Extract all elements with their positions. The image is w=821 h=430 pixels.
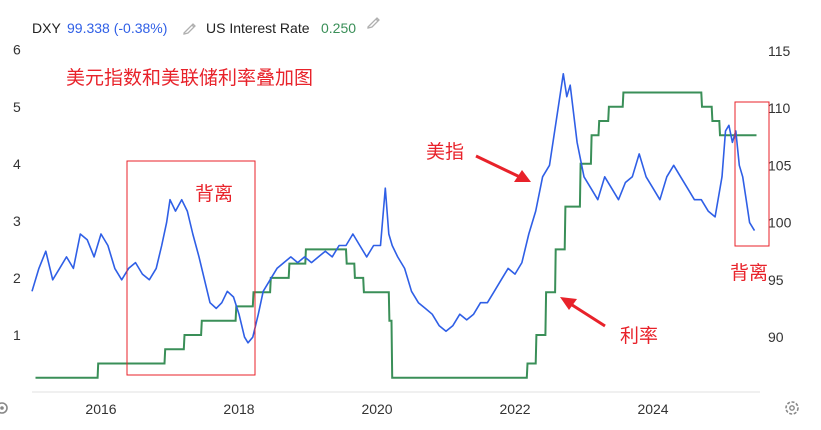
series-line-dxy[interactable] [31, 73, 756, 344]
divergence-box-1 [126, 160, 256, 376]
x-axis-tick-label: 2020 [361, 401, 392, 417]
x-axis-tick-label: 2018 [223, 401, 254, 417]
left-axis-ticks: 1 2 3 4 5 6 [13, 42, 21, 343]
pencil-icon[interactable] [367, 17, 380, 29]
annotation-rate: 利率 [620, 325, 658, 347]
x-axis-ticks: 2016 2018 2020 2022 2024 [85, 401, 668, 417]
annotation-title: 美元指数和美联储利率叠加图 [66, 67, 313, 89]
series-line-us-interest-rate[interactable] [35, 91, 757, 379]
settings-gear-icon-right[interactable] [785, 401, 799, 415]
x-axis-tick-label: 2016 [85, 401, 116, 417]
pencil-icon[interactable] [183, 23, 196, 35]
x-axis-tick-label: 2024 [637, 401, 668, 417]
arrow-dxy-annotation [475, 154, 531, 182]
left-axis-tick-label: 1 [13, 327, 21, 343]
legend-dxy-value: 99.338 (-0.38%) [67, 20, 167, 36]
annotation-divergence-2: 背离 [730, 262, 768, 284]
left-axis-tick-label: 6 [13, 42, 21, 58]
left-axis-tick-label: 3 [13, 213, 21, 229]
left-axis-tick-label: 4 [13, 156, 21, 172]
right-axis-tick-label: 105 [768, 157, 792, 173]
annotation-divergence-1: 背离 [195, 183, 233, 205]
legend-rate-label: US Interest Rate [206, 20, 310, 36]
right-axis-tick-label: 90 [768, 329, 784, 345]
arrow-rate-annotation [560, 297, 606, 328]
right-axis-ticks: 90 95 100 105 110 115 [768, 43, 792, 345]
right-axis-tick-label: 110 [768, 100, 791, 116]
legend-dxy-label: DXY [32, 20, 61, 36]
left-axis-tick-label: 2 [13, 270, 21, 286]
x-axis-tick-label: 2022 [499, 401, 530, 417]
annotation-dxy: 美指 [426, 141, 464, 163]
right-axis-tick-label: 115 [768, 43, 791, 59]
left-axis-tick-label: 5 [13, 99, 21, 115]
legend-rate-value: 0.250 [321, 20, 356, 36]
divergence-box-2 [734, 101, 770, 247]
settings-gear-icon-left[interactable] [0, 402, 8, 414]
right-axis-tick-label: 95 [768, 272, 784, 288]
right-axis-tick-label: 100 [768, 215, 792, 231]
